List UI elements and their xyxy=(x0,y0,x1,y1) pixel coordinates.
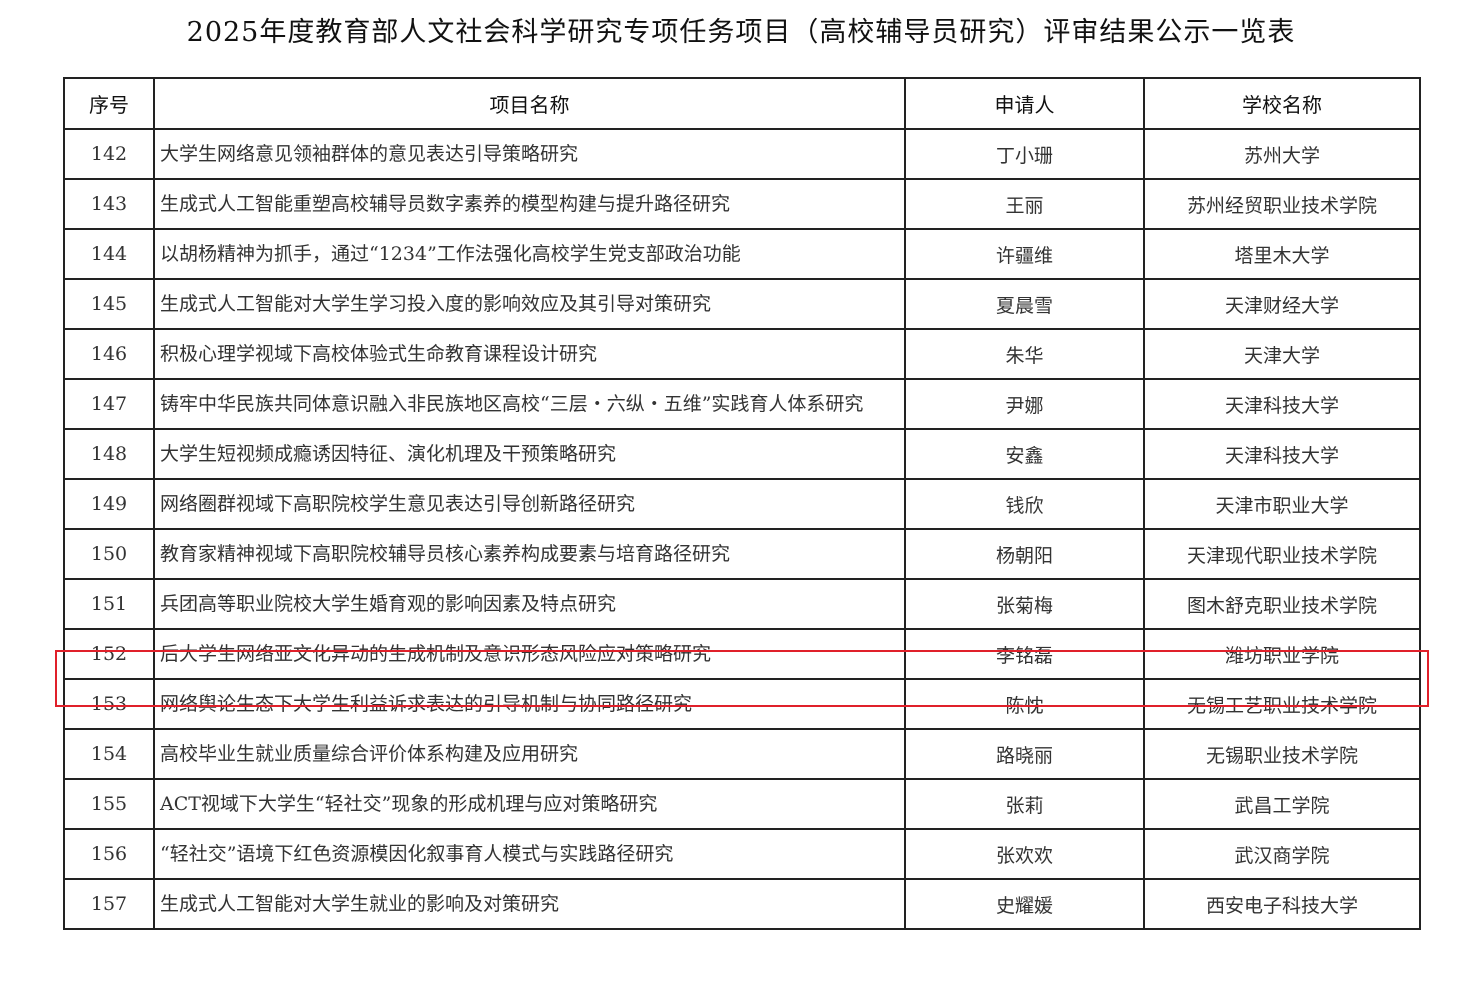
school-name: 天津现代职业技术学院 xyxy=(1143,528,1421,580)
school-name: 无锡工艺职业技术学院 xyxy=(1143,678,1421,730)
row-index: 142 xyxy=(63,128,155,180)
table-row: 143 生成式人工智能重塑高校辅导员数字素养的模型构建与提升路径研究 王丽 苏州经贸职… xyxy=(63,178,1421,230)
project-name: 网络舆论生态下大学生利益诉求表达的引导机制与协同路径研究 xyxy=(153,678,906,730)
row-index: 150 xyxy=(63,528,155,580)
project-name: 积极心理学视域下高校体验式生命教育课程设计研究 xyxy=(153,328,906,380)
project-name: 教育家精神视域下高职院校辅导员核心素养构成要素与培育路径研究 xyxy=(153,528,906,580)
applicant: 史耀媛 xyxy=(904,878,1145,930)
applicant: 杨朝阳 xyxy=(904,528,1145,580)
project-name: 生成式人工智能对大学生学习投入度的影响效应及其引导对策研究 xyxy=(153,278,906,330)
row-index: 143 xyxy=(63,178,155,230)
row-index: 144 xyxy=(63,228,155,280)
school-name: 苏州经贸职业技术学院 xyxy=(1143,178,1421,230)
project-name: 高校毕业生就业质量综合评价体系构建及应用研究 xyxy=(153,728,906,780)
applicant: 王丽 xyxy=(904,178,1145,230)
school-name: 天津财经大学 xyxy=(1143,278,1421,330)
table-row: 144 以胡杨精神为抓手，通过“1234”工作法强化高校学生党支部政治功能 许疆维塔… xyxy=(63,228,1421,280)
row-index: 148 xyxy=(63,428,155,480)
row-index: 145 xyxy=(63,278,155,330)
applicant: 张欢欢 xyxy=(904,828,1145,880)
row-index: 147 xyxy=(63,378,155,430)
school-name: 武汉商学院 xyxy=(1143,828,1421,880)
row-index: 146 xyxy=(63,328,155,380)
header-applicant: 申请人 xyxy=(904,77,1145,130)
school-name: 天津市职业大学 xyxy=(1143,478,1421,530)
table-row: 149 网络圈群视域下高职院校学生意见表达引导创新路径研究 钱欣 天津市职业大学 xyxy=(63,478,1421,530)
applicant: 丁小珊 xyxy=(904,128,1145,180)
header-project: 项目名称 xyxy=(153,77,906,130)
school-name: 天津科技大学 xyxy=(1143,428,1421,480)
project-name: “轻社交”语境下红色资源模因化叙事育人模式与实践路径研究 xyxy=(153,828,906,880)
project-name: 后大学生网络亚文化异动的生成机制及意识形态风险应对策略研究 xyxy=(153,628,906,680)
table-row: 147 铸牢中华民族共同体意识融入非民族地区高校“三层・六纵・五维”实践育人体系研… xyxy=(63,378,1421,430)
results-table: 序号 项目名称 申请人 学校名称 142 大学生网络意见领袖群体的意见表达引导策略… xyxy=(63,77,1421,930)
table-row: 146 积极心理学视域下高校体验式生命教育课程设计研究 朱华 天津大学 xyxy=(63,328,1421,380)
applicant: 张莉 xyxy=(904,778,1145,830)
school-name: 天津大学 xyxy=(1143,328,1421,380)
applicant: 夏晨雪 xyxy=(904,278,1145,330)
table-header: 序号 项目名称 申请人 学校名称 xyxy=(63,77,1421,130)
row-index: 149 xyxy=(63,478,155,530)
row-index: 157 xyxy=(63,878,155,930)
applicant: 许疆维 xyxy=(904,228,1145,280)
table-row: 148 大学生短视频成瘾诱因特征、演化机理及干预策略研究 安鑫 天津科技大学 xyxy=(63,428,1421,480)
table-row: 151 兵团高等职业院校大学生婚育观的影响因素及特点研究 张菊梅 图木舒克职业技术学院 xyxy=(63,578,1421,630)
applicant: 钱欣 xyxy=(904,478,1145,530)
applicant: 李铭磊 xyxy=(904,628,1145,680)
table-row: 155 ACT视域下大学生“轻社交”现象的形成机理与应对策略研究 张莉 武昌工学院 xyxy=(63,778,1421,830)
applicant: 朱华 xyxy=(904,328,1145,380)
applicant: 张菊梅 xyxy=(904,578,1145,630)
school-name: 武昌工学院 xyxy=(1143,778,1421,830)
project-name: 大学生短视频成瘾诱因特征、演化机理及干预策略研究 xyxy=(153,428,906,480)
school-name: 天津科技大学 xyxy=(1143,378,1421,430)
school-name: 塔里木大学 xyxy=(1143,228,1421,280)
school-name: 苏州大学 xyxy=(1143,128,1421,180)
table-row: 156 “轻社交”语境下红色资源模因化叙事育人模式与实践路径研究 张欢欢 武汉商学院 xyxy=(63,828,1421,880)
table-row: 145 生成式人工智能对大学生学习投入度的影响效应及其引导对策研究 夏晨雪 天津财经大… xyxy=(63,278,1421,330)
applicant: 尹娜 xyxy=(904,378,1145,430)
page-title: 2025年度教育部人文社会科学研究专项任务项目（高校辅导员研究）评审结果公示一览… xyxy=(186,17,1296,48)
project-name: 铸牢中华民族共同体意识融入非民族地区高校“三层・六纵・五维”实践育人体系研究 xyxy=(153,378,906,430)
project-name: 生成式人工智能重塑高校辅导员数字素养的模型构建与提升路径研究 xyxy=(153,178,906,230)
applicant: 陈忱 xyxy=(904,678,1145,730)
row-index: 153 xyxy=(63,678,155,730)
table-row: 153 网络舆论生态下大学生利益诉求表达的引导机制与协同路径研究 陈忱 无锡工艺职业技… xyxy=(63,678,1421,730)
project-name: 以胡杨精神为抓手，通过“1234”工作法强化高校学生党支部政治功能 xyxy=(153,228,906,280)
row-index: 154 xyxy=(63,728,155,780)
applicant: 安鑫 xyxy=(904,428,1145,480)
row-index: 156 xyxy=(63,828,155,880)
table-row: 150 教育家精神视域下高职院校辅导员核心素养构成要素与培育路径研究 杨朝阳 天津现代… xyxy=(63,528,1421,580)
row-index: 155 xyxy=(63,778,155,830)
project-name: 大学生网络意见领袖群体的意见表达引导策略研究 xyxy=(153,128,906,180)
school-name: 无锡职业技术学院 xyxy=(1143,728,1421,780)
table-row: 142 大学生网络意见领袖群体的意见表达引导策略研究 丁小珊 苏州大学 xyxy=(63,128,1421,180)
project-name: 网络圈群视域下高职院校学生意见表达引导创新路径研究 xyxy=(153,478,906,530)
table-row: 157 生成式人工智能对大学生就业的影响及对策研究 史耀媛 西安电子科技大学 xyxy=(63,878,1421,930)
project-name: ACT视域下大学生“轻社交”现象的形成机理与应对策略研究 xyxy=(153,778,906,830)
row-index: 151 xyxy=(63,578,155,630)
highlight-box xyxy=(55,650,1429,707)
school-name: 图木舒克职业技术学院 xyxy=(1143,578,1421,630)
applicant: 路晓丽 xyxy=(904,728,1145,780)
table-row: 154 高校毕业生就业质量综合评价体系构建及应用研究 路晓丽 无锡职业技术学院 xyxy=(63,728,1421,780)
project-name: 兵团高等职业院校大学生婚育观的影响因素及特点研究 xyxy=(153,578,906,630)
header-index: 序号 xyxy=(63,77,155,130)
row-index: 152 xyxy=(63,628,155,680)
project-name: 生成式人工智能对大学生就业的影响及对策研究 xyxy=(153,878,906,930)
header-school: 学校名称 xyxy=(1143,77,1421,130)
school-name: 西安电子科技大学 xyxy=(1143,878,1421,930)
